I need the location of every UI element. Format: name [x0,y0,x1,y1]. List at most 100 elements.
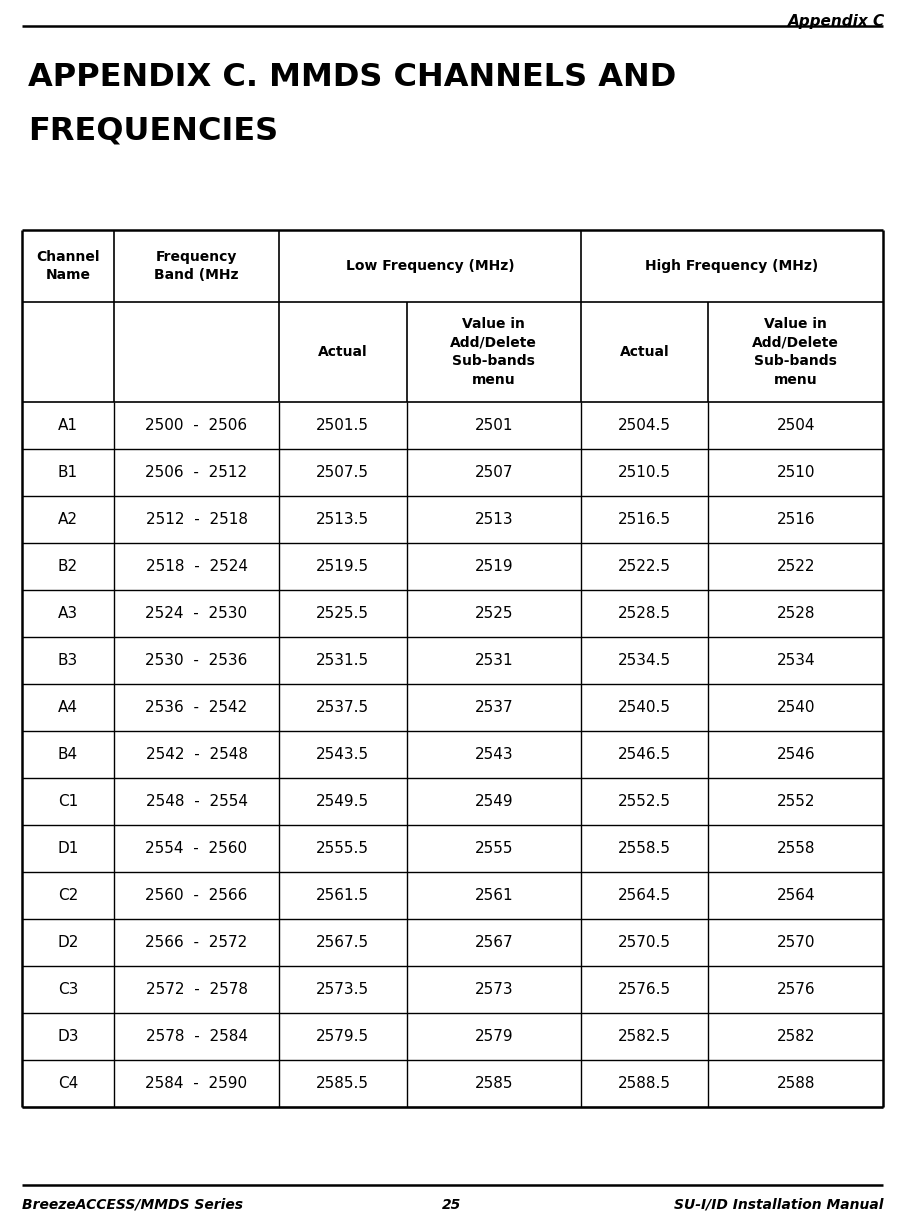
Text: 2585: 2585 [474,1076,513,1091]
Text: 2522.5: 2522.5 [618,559,672,574]
Text: 2534.5: 2534.5 [618,653,672,668]
Text: BreezeACCESS/MMDS Series: BreezeACCESS/MMDS Series [22,1198,243,1212]
Text: 2582: 2582 [776,1029,815,1045]
Text: A4: A4 [58,700,78,715]
Text: Appendix C: Appendix C [787,15,885,29]
Text: 2588: 2588 [776,1076,815,1091]
Text: 2531: 2531 [474,653,513,668]
Text: Actual: Actual [318,345,367,359]
Text: C2: C2 [58,888,78,903]
Text: 2567: 2567 [474,935,513,950]
Text: 2588.5: 2588.5 [618,1076,672,1091]
Text: Frequency
Band (MHz: Frequency Band (MHz [155,249,239,282]
Text: C4: C4 [58,1076,78,1091]
Text: 2519: 2519 [474,559,513,574]
Text: 2512  -  2518: 2512 - 2518 [146,512,248,527]
Text: 2501.5: 2501.5 [317,418,369,433]
Text: 2537: 2537 [474,700,513,715]
Text: 2579: 2579 [474,1029,513,1045]
Text: 2522: 2522 [776,559,815,574]
Text: Low Frequency (MHz): Low Frequency (MHz) [346,259,514,274]
Text: 2518  -  2524: 2518 - 2524 [146,559,248,574]
Text: 2543.5: 2543.5 [316,747,369,762]
Text: 2582.5: 2582.5 [618,1029,672,1045]
Text: D3: D3 [57,1029,79,1045]
Text: D2: D2 [57,935,79,950]
Text: B3: B3 [58,653,78,668]
Text: 2504: 2504 [776,418,815,433]
Text: 2572  -  2578: 2572 - 2578 [146,983,248,997]
Text: 2552.5: 2552.5 [618,794,672,809]
Text: 2524  -  2530: 2524 - 2530 [146,606,248,621]
Text: Actual: Actual [620,345,670,359]
Text: 2513: 2513 [474,512,513,527]
Text: SU-I/ID Installation Manual: SU-I/ID Installation Manual [673,1198,883,1212]
Text: 2510: 2510 [776,465,815,480]
Text: 2573: 2573 [474,983,513,997]
Text: 2555.5: 2555.5 [317,841,369,856]
Text: 2584  -  2590: 2584 - 2590 [146,1076,248,1091]
Text: Value in
Add/Delete
Sub-bands
menu: Value in Add/Delete Sub-bands menu [451,317,538,387]
Text: 25: 25 [443,1198,462,1212]
Text: 2579.5: 2579.5 [316,1029,369,1045]
Text: 2525: 2525 [474,606,513,621]
Text: 2530  -  2536: 2530 - 2536 [146,653,248,668]
Text: 2546: 2546 [776,747,815,762]
Text: 2540.5: 2540.5 [618,700,672,715]
Text: 2504.5: 2504.5 [618,418,672,433]
Text: 2561: 2561 [474,888,513,903]
Text: FREQUENCIES: FREQUENCIES [28,116,278,146]
Text: 2560  -  2566: 2560 - 2566 [146,888,248,903]
Text: 2573.5: 2573.5 [316,983,369,997]
Text: C1: C1 [58,794,78,809]
Text: 2528.5: 2528.5 [618,606,672,621]
Text: 2570.5: 2570.5 [618,935,672,950]
Text: High Frequency (MHz): High Frequency (MHz) [645,259,819,274]
Text: B1: B1 [58,465,78,480]
Text: Channel
Name: Channel Name [36,249,100,282]
Text: 2501: 2501 [474,418,513,433]
Text: 2549: 2549 [474,794,513,809]
Text: 2576: 2576 [776,983,815,997]
Text: D1: D1 [57,841,79,856]
Text: 2576.5: 2576.5 [618,983,672,997]
Text: 2507: 2507 [474,465,513,480]
Text: 2570: 2570 [776,935,815,950]
Text: 2555: 2555 [474,841,513,856]
Text: 2516.5: 2516.5 [618,512,672,527]
Text: Value in
Add/Delete
Sub-bands
menu: Value in Add/Delete Sub-bands menu [752,317,839,387]
Text: 2519.5: 2519.5 [316,559,369,574]
Text: 2558: 2558 [776,841,815,856]
Text: 2564.5: 2564.5 [618,888,672,903]
Text: 2564: 2564 [776,888,815,903]
Text: 2525.5: 2525.5 [317,606,369,621]
Text: 2578  -  2584: 2578 - 2584 [146,1029,248,1045]
Text: B2: B2 [58,559,78,574]
Text: 2585.5: 2585.5 [317,1076,369,1091]
Text: 2513.5: 2513.5 [316,512,369,527]
Text: 2549.5: 2549.5 [316,794,369,809]
Text: 2516: 2516 [776,512,815,527]
Text: B4: B4 [58,747,78,762]
Text: 2506  -  2512: 2506 - 2512 [146,465,248,480]
Text: 2558.5: 2558.5 [618,841,672,856]
Text: 2554  -  2560: 2554 - 2560 [146,841,248,856]
Text: 2528: 2528 [776,606,815,621]
Text: 2546.5: 2546.5 [618,747,672,762]
Text: A1: A1 [58,418,78,433]
Text: 2540: 2540 [776,700,815,715]
Text: 2537.5: 2537.5 [316,700,369,715]
Text: 2561.5: 2561.5 [316,888,369,903]
Text: C3: C3 [58,983,78,997]
Text: 2500  -  2506: 2500 - 2506 [146,418,248,433]
Text: 2548  -  2554: 2548 - 2554 [146,794,248,809]
Text: APPENDIX C. MMDS CHANNELS AND: APPENDIX C. MMDS CHANNELS AND [28,62,676,92]
Text: 2531.5: 2531.5 [316,653,369,668]
Text: A2: A2 [58,512,78,527]
Text: 2542  -  2548: 2542 - 2548 [146,747,248,762]
Text: 2567.5: 2567.5 [316,935,369,950]
Text: 2536  -  2542: 2536 - 2542 [146,700,248,715]
Text: 2543: 2543 [474,747,513,762]
Text: 2566  -  2572: 2566 - 2572 [146,935,248,950]
Text: 2510.5: 2510.5 [618,465,672,480]
